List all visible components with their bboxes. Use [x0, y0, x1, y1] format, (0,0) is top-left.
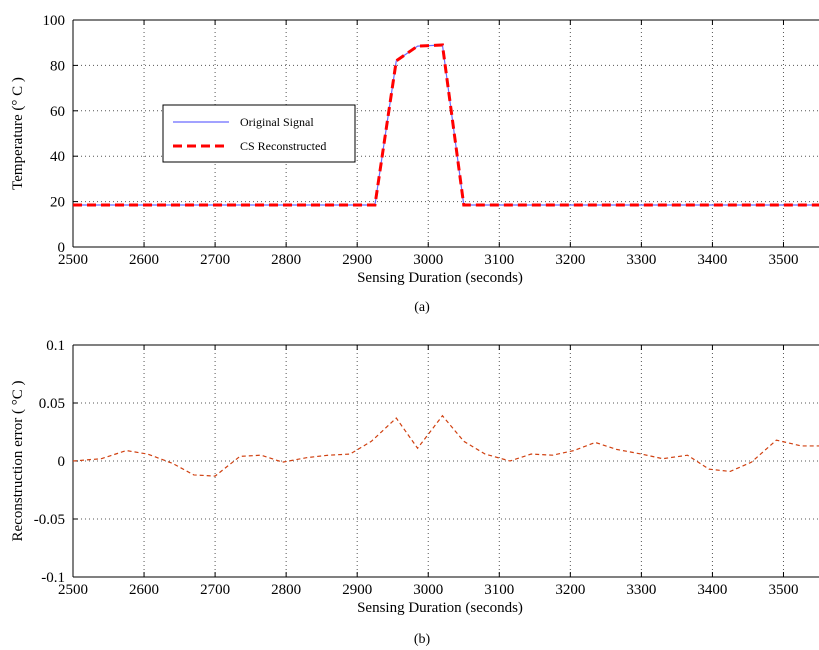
legend-label: CS Reconstructed — [240, 139, 326, 153]
legend-label: Original Signal — [240, 115, 314, 129]
y-tick-label: 20 — [50, 195, 65, 211]
panel-caption: (a) — [414, 300, 430, 315]
y-axis-title: Temperature (° C ) — [10, 77, 26, 190]
series-line-cs-reconstructed — [73, 43, 819, 207]
y-tick-label: 0.05 — [39, 396, 65, 412]
y-tick-label: 60 — [50, 104, 65, 120]
x-tick-label: 2500 — [58, 582, 88, 598]
x-tick-label: 3200 — [555, 582, 585, 598]
x-tick-label: 3000 — [413, 582, 443, 598]
x-tick-label: 2700 — [200, 252, 230, 268]
x-tick-label: 2600 — [129, 252, 159, 268]
x-tick-label: 3500 — [768, 582, 798, 598]
x-tick-label: 3400 — [697, 582, 727, 598]
series-line-0 — [73, 414, 819, 477]
x-tick-label: 2600 — [129, 582, 159, 598]
y-tick-label: 0 — [58, 240, 66, 256]
x-tick-label: 2900 — [342, 582, 372, 598]
x-tick-label: 3100 — [484, 582, 514, 598]
y-tick-label: -0.05 — [34, 512, 65, 528]
x-tick-label: 2900 — [342, 252, 372, 268]
y-tick-label: 0 — [58, 454, 66, 470]
x-axis-title: Sensing Duration (seconds) — [357, 270, 523, 286]
x-tick-label: 3200 — [555, 252, 585, 268]
y-tick-label: 0.1 — [46, 338, 65, 354]
x-tick-label: 3400 — [697, 252, 727, 268]
panel-caption: (b) — [414, 632, 431, 647]
x-tick-label: 2700 — [200, 582, 230, 598]
x-tick-label: 3300 — [626, 582, 656, 598]
x-tick-label: 2800 — [271, 582, 301, 598]
y-tick-label: -0.1 — [41, 570, 65, 586]
y-tick-label: 40 — [50, 149, 65, 165]
legend-box — [162, 104, 356, 163]
y-tick-label: 100 — [43, 13, 66, 29]
panel-b: 2500 2600 2700 2800 2900 3000 3100 3200 3300 3400… — [10, 338, 819, 647]
x-axis-title: Sensing Duration (seconds) — [357, 600, 523, 616]
y-axis-title: Reconstruction error ( °C ) — [10, 381, 26, 542]
y-tick-label: 80 — [50, 58, 65, 74]
x-tick-label: 3300 — [626, 252, 656, 268]
x-tick-label: 2800 — [271, 252, 301, 268]
x-tick-label: 3000 — [413, 252, 443, 268]
panel-a: 2500 2600 2700 2800 2900 3000 3100 3200 3300 3400… — [10, 13, 819, 315]
x-tick-label: 3100 — [484, 252, 514, 268]
x-tick-label: 3500 — [768, 252, 798, 268]
x-tick-label: 2500 — [58, 252, 88, 268]
